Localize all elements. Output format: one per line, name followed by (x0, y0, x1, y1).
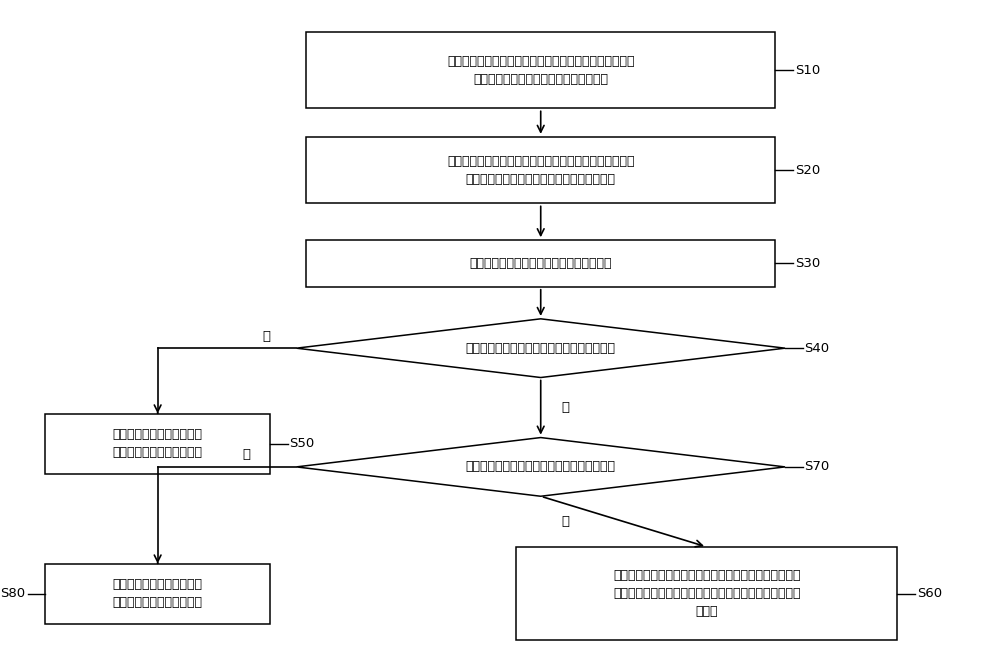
Text: 控制所述空调器切换至制热模式，在切换至制热模式后控
制所述室内风机以第二预设转速运行，以对所述室内换热
器化霜: 控制所述空调器切换至制热模式，在切换至制热模式后控 制所述室内风机以第二预设转速… (613, 569, 801, 618)
Text: S30: S30 (795, 257, 820, 270)
Text: 判断所述当前室外温度是否小于第一预设温度: 判断所述当前室外温度是否小于第一预设温度 (466, 342, 616, 355)
Text: 判断所述当前室外温度是否小于第三预设温度: 判断所述当前室外温度是否小于第三预设温度 (466, 460, 616, 474)
Polygon shape (296, 438, 785, 496)
Text: 在制冷模式下，控制所述空调器的室内风机以第一预设转
速运行，以使室内换热器表面产生冷凝水: 在制冷模式下，控制所述空调器的室内风机以第一预设转 速运行，以使室内换热器表面产… (447, 55, 634, 85)
Bar (516, 547, 897, 640)
Polygon shape (296, 319, 785, 378)
Text: S20: S20 (795, 163, 820, 177)
Text: 在结霜或者结冰完成时，获取当前室外温度: 在结霜或者结冰完成时，获取当前室外温度 (469, 257, 612, 270)
Text: S50: S50 (290, 437, 315, 450)
Bar (306, 137, 775, 203)
Bar (306, 240, 775, 287)
Text: 是: 是 (561, 401, 569, 414)
Text: S40: S40 (805, 342, 830, 355)
Text: S80: S80 (1, 587, 26, 600)
Text: 降低所述室内换热器的蒸发温度或者降低所述室内风机的
转速，以使所述室内换热器表面结霜或者结冰: 降低所述室内换热器的蒸发温度或者降低所述室内风机的 转速，以使所述室内换热器表面… (447, 155, 634, 185)
Bar (45, 414, 270, 474)
Text: 是: 是 (561, 515, 569, 528)
Text: S60: S60 (917, 587, 942, 600)
Bar (45, 564, 270, 624)
Text: 否: 否 (262, 329, 270, 343)
Text: S10: S10 (795, 63, 820, 77)
Bar (306, 31, 775, 108)
Text: 控制所述空调器切换至送风
模式，以对所述空调器化霜: 控制所述空调器切换至送风 模式，以对所述空调器化霜 (113, 428, 203, 459)
Text: S70: S70 (805, 460, 830, 474)
Text: 否: 否 (243, 448, 251, 462)
Text: 控制所述空调器切换至送风
模式，以对所述空调器化霜: 控制所述空调器切换至送风 模式，以对所述空调器化霜 (113, 578, 203, 609)
